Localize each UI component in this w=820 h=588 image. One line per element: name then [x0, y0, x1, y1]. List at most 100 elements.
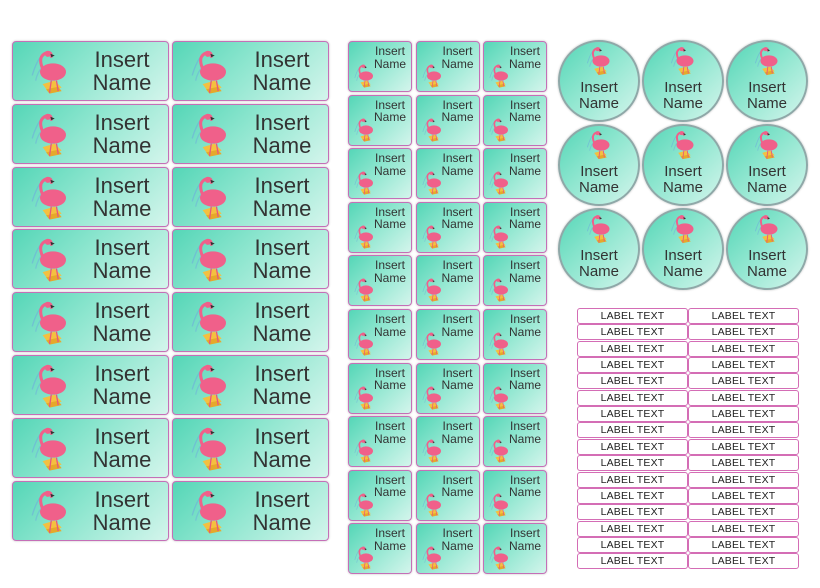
- name-line-1: Insert: [254, 172, 310, 198]
- name-line-1: Insert: [442, 365, 473, 380]
- name-line-1: Insert: [664, 79, 702, 96]
- name-line-1: Insert: [94, 109, 150, 135]
- name-text: Insert Name: [504, 206, 546, 231]
- text-label: LABEL TEXT: [577, 324, 688, 341]
- flamingo-icon: [31, 364, 66, 408]
- name-line-1: Insert: [442, 472, 473, 487]
- text-label: LABEL TEXT: [577, 406, 688, 423]
- flamingo-icon: [354, 493, 373, 517]
- text-label: LABEL TEXT: [577, 504, 688, 521]
- name-line-2: Name: [578, 262, 619, 280]
- flamingo-icon: [31, 50, 66, 94]
- name-line-2: Name: [373, 163, 406, 178]
- text-label: LABEL TEXT: [577, 520, 688, 537]
- round-name-label: Insert Name: [726, 124, 808, 206]
- name-line-1: Insert: [442, 44, 473, 58]
- name-text: Insert Name: [437, 420, 479, 445]
- name-line-1: Insert: [509, 472, 540, 487]
- small-name-label: Insert Name: [415, 94, 480, 146]
- name-line-1: Insert: [374, 419, 405, 434]
- round-name-label: Insert Name: [726, 40, 808, 122]
- text-label: LABEL TEXT: [577, 340, 688, 357]
- flamingo-icon: [31, 113, 66, 157]
- name-line-2: Name: [373, 217, 406, 232]
- name-text: Insert Name: [81, 299, 163, 345]
- small-name-label: Insert Name: [348, 416, 412, 468]
- flamingo-icon: [754, 215, 778, 244]
- name-line-1: Insert: [509, 526, 540, 541]
- text-label: LABEL TEXT: [577, 536, 688, 553]
- name-text: Insert Name: [504, 366, 546, 392]
- small-name-label: Insert Name: [415, 469, 480, 521]
- large-name-label: Insert Name: [172, 417, 329, 478]
- name-text: Insert Name: [736, 80, 798, 112]
- flamingo-icon: [421, 278, 441, 303]
- name-line-1: Insert: [374, 44, 405, 58]
- name-line-1: Insert: [509, 151, 540, 166]
- name-line-1: Insert: [374, 151, 405, 166]
- name-line-1: Insert: [509, 204, 540, 219]
- name-line-2: Name: [252, 384, 312, 410]
- name-text: Insert Name: [504, 474, 546, 499]
- name-line-1: Insert: [664, 247, 702, 264]
- name-line-2: Name: [508, 110, 541, 125]
- name-line-2: Name: [508, 56, 541, 71]
- large-name-label: Insert Name: [12, 103, 169, 164]
- text-label: LABEL TEXT: [688, 422, 799, 439]
- name-line-1: Insert: [94, 486, 150, 512]
- name-text: Insert Name: [369, 259, 411, 284]
- small-name-label: Insert Name: [483, 416, 547, 468]
- small-name-label: Insert Name: [415, 362, 480, 414]
- name-text: Insert Name: [437, 152, 479, 177]
- flamingo-icon: [354, 386, 373, 410]
- small-name-label: Insert Name: [415, 309, 480, 360]
- name-line-1: Insert: [374, 365, 405, 380]
- name-text: Insert Name: [369, 527, 411, 552]
- name-line-2: Name: [92, 195, 152, 221]
- name-line-1: Insert: [442, 312, 473, 326]
- text-label: LABEL TEXT: [688, 340, 799, 357]
- name-line-1: Insert: [254, 109, 310, 135]
- name-line-2: Name: [662, 94, 703, 112]
- name-line-2: Name: [441, 538, 474, 553]
- small-name-label: Insert Name: [415, 148, 480, 200]
- name-line-1: Insert: [580, 79, 618, 96]
- large-name-label: Insert Name: [172, 229, 329, 290]
- flamingo-icon: [489, 386, 508, 410]
- name-line-2: Name: [92, 258, 152, 284]
- small-name-label: Insert Name: [348, 523, 412, 575]
- large-name-label: Insert Name: [172, 355, 329, 415]
- name-text: Insert Name: [437, 45, 479, 70]
- name-line-2: Name: [508, 431, 541, 446]
- name-line-1: Insert: [94, 172, 150, 198]
- name-line-1: Insert: [748, 163, 786, 180]
- name-line-2: Name: [373, 378, 406, 393]
- flamingo-icon: [354, 278, 373, 303]
- round-name-label: Insert Name: [558, 40, 640, 122]
- small-name-label: Insert Name: [415, 255, 480, 307]
- small-name-label: Insert Name: [348, 94, 412, 146]
- small-name-label: Insert Name: [483, 362, 547, 414]
- name-text: Insert Name: [369, 474, 411, 499]
- name-line-2: Name: [373, 538, 406, 553]
- text-label: LABEL TEXT: [577, 389, 688, 406]
- flamingo-icon: [489, 278, 508, 303]
- flamingo-icon: [421, 64, 441, 88]
- large-name-label: Insert Name: [172, 292, 329, 353]
- flamingo-icon: [31, 427, 66, 471]
- name-line-1: Insert: [94, 235, 150, 261]
- name-text: Insert Name: [369, 98, 411, 124]
- name-text: Insert Name: [504, 420, 546, 445]
- text-label: LABEL TEXT: [688, 455, 799, 472]
- small-name-label: Insert Name: [483, 148, 547, 200]
- name-line-1: Insert: [442, 97, 473, 112]
- name-text: Insert Name: [81, 425, 163, 471]
- flamingo-icon: [354, 225, 373, 249]
- name-line-2: Name: [508, 538, 541, 553]
- flamingo-icon: [31, 490, 66, 534]
- name-line-1: Insert: [254, 298, 310, 324]
- name-line-2: Name: [252, 132, 312, 158]
- flamingo-icon: [191, 490, 226, 534]
- flamingo-icon: [421, 386, 441, 410]
